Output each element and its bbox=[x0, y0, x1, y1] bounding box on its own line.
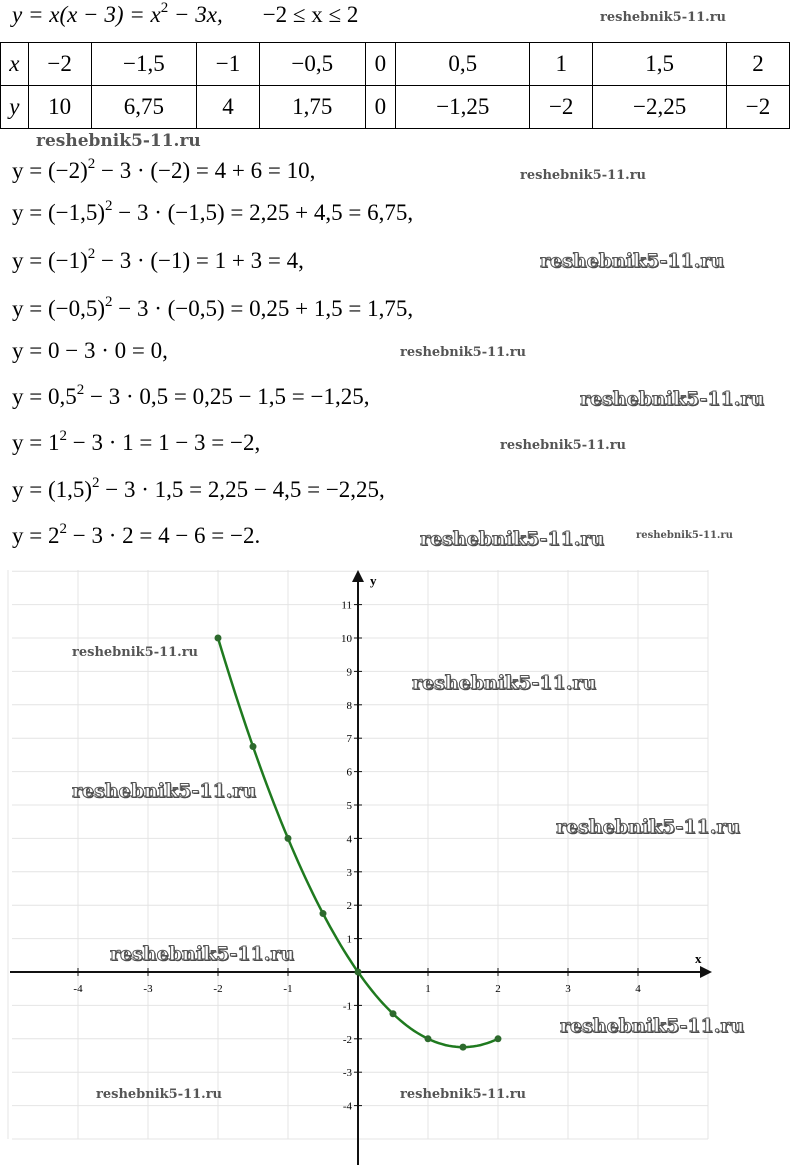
cell-x: −2 bbox=[27, 42, 92, 86]
cell-y: −2,25 bbox=[592, 85, 728, 129]
function-heading: y = x(x − 3) = x2 − 3x, −2 ≤ x ≤ 2 bbox=[12, 0, 359, 28]
watermark: reshebnik5-11.ru bbox=[500, 438, 627, 453]
y-tick-label: -1 bbox=[343, 1000, 352, 1012]
function-graph: -4 -3 -2 -1 1 2 3 4 11 10 9 8 7 6 5 4 3 2 1 -1 -2 -3 -4 x y bbox=[7, 570, 712, 1165]
x-tick-label: 3 bbox=[565, 983, 571, 995]
calc-line: y = 12 − 3 · 1 = 1 − 3 = −2, bbox=[12, 428, 261, 456]
watermark: reshebnik5-11.ru bbox=[71, 780, 257, 803]
watermark: reshebnik5-11.ru bbox=[555, 816, 741, 839]
x-tick-label: -1 bbox=[283, 983, 292, 995]
calc-line: y = 22 − 3 · 2 = 4 − 6 = −2. bbox=[12, 521, 261, 549]
x-axis-label: x bbox=[695, 951, 702, 966]
y-tick-label: 7 bbox=[347, 733, 353, 745]
y-tick-label: -4 bbox=[343, 1101, 353, 1113]
y-tick-label: 4 bbox=[347, 833, 353, 845]
data-point bbox=[459, 1043, 467, 1051]
cell-x: 0 bbox=[364, 42, 397, 86]
cell-y: 10 bbox=[27, 85, 92, 129]
watermark: reshebnik5-11.ru bbox=[400, 1087, 527, 1102]
watermark: reshebnik5-11.ru bbox=[419, 528, 605, 551]
y-tick-label: 3 bbox=[347, 867, 353, 879]
calc-line: y = (−2)2 − 3 · (−2) = 4 + 6 = 10, bbox=[12, 156, 316, 184]
x-tick-label: -2 bbox=[213, 983, 222, 995]
y-tick-label: 8 bbox=[347, 700, 353, 712]
watermark: reshebnik5-11.ru bbox=[559, 1015, 745, 1038]
data-point bbox=[354, 968, 362, 976]
calc-line: y = (−0,5)2 − 3 · (−0,5) = 0,25 + 1,5 = … bbox=[12, 294, 414, 322]
watermark: reshebnik5-11.ru bbox=[579, 388, 765, 411]
y-axis-arrow bbox=[352, 570, 364, 582]
watermark: reshebnik5-11.ru bbox=[411, 672, 597, 695]
data-point bbox=[249, 743, 257, 751]
data-point bbox=[284, 834, 292, 842]
watermark: reshebnik5-11.ru bbox=[520, 168, 647, 183]
x-tick-label: 2 bbox=[495, 983, 501, 995]
domain: −2 ≤ x ≤ 2 bbox=[262, 2, 359, 27]
data-point bbox=[494, 1035, 502, 1043]
x-tick-label: 1 bbox=[425, 983, 431, 995]
data-point bbox=[214, 634, 222, 642]
cell-y: 6,75 bbox=[90, 85, 198, 129]
y-tick-label: 11 bbox=[341, 600, 352, 612]
watermark: reshebnik5-11.ru bbox=[72, 645, 199, 660]
x-tick-label: -4 bbox=[73, 983, 83, 995]
cell-y: 1,75 bbox=[259, 85, 366, 129]
cell-y: −2 bbox=[529, 85, 594, 129]
y-axis-label: y bbox=[370, 573, 377, 588]
y-tick-label: 10 bbox=[341, 633, 353, 645]
cell-x: −0,5 bbox=[259, 42, 366, 86]
cell-x: −1 bbox=[196, 42, 260, 86]
calc-line: y = 0,52 − 3 · 0,5 = 0,25 − 1,5 = −1,25, bbox=[12, 382, 370, 410]
table-row-y: y 10 6,75 4 1,75 0 −1,25 −2 −2,25 −2 bbox=[0, 85, 790, 129]
data-point bbox=[389, 1010, 397, 1018]
y-header: y bbox=[0, 85, 29, 129]
watermark: reshebnik5-11.ru bbox=[636, 530, 733, 541]
calc-line: y = (1,5)2 − 3 · 1,5 = 2,25 − 4,5 = −2,2… bbox=[12, 475, 385, 503]
watermark: reshebnik5-11.ru bbox=[539, 250, 725, 273]
y-tick-label: -2 bbox=[343, 1034, 352, 1046]
calc-line: y = (−1,5)2 − 3 · (−1,5) = 2,25 + 4,5 = … bbox=[12, 198, 414, 226]
x-tick-label: 4 bbox=[635, 983, 641, 995]
y-tick-label: -3 bbox=[343, 1067, 353, 1079]
cell-y: 4 bbox=[196, 85, 260, 129]
value-table: x −2 −1,5 −1 −0,5 0 0,5 1 1,5 2 y 10 6,75 4 1,75 0 −1,2… bbox=[0, 42, 790, 129]
y-tick-label: 5 bbox=[347, 800, 353, 812]
x-axis-arrow bbox=[700, 966, 712, 978]
cell-y: 0 bbox=[364, 85, 397, 129]
watermark: reshebnik5-11.ru bbox=[400, 345, 527, 360]
cell-x: −1,5 bbox=[90, 42, 198, 86]
cell-x: 0,5 bbox=[395, 42, 531, 86]
watermark: reshebnik5-11.ru bbox=[109, 943, 295, 966]
watermark: reshebnik5-11.ru bbox=[600, 10, 727, 25]
x-header: x bbox=[0, 42, 29, 86]
y-tick-label: 1 bbox=[347, 934, 353, 946]
calc-line: y = (−1)2 − 3 · (−1) = 1 + 3 = 4, bbox=[12, 246, 304, 274]
cell-x: 1 bbox=[529, 42, 594, 86]
table-row-x: x −2 −1,5 −1 −0,5 0 0,5 1 1,5 2 bbox=[0, 42, 790, 86]
calc-line: y = 0 − 3 · 0 = 0, bbox=[12, 338, 168, 363]
data-point bbox=[424, 1035, 432, 1043]
y-tick-label: 6 bbox=[347, 767, 353, 779]
cell-y: −2 bbox=[726, 85, 790, 129]
y-tick-label: 2 bbox=[347, 900, 353, 912]
watermark: reshebnik5-11.ru bbox=[96, 1087, 223, 1102]
x-tick-label: -3 bbox=[143, 983, 153, 995]
data-point bbox=[319, 910, 327, 918]
y-tick-label: 9 bbox=[347, 666, 353, 678]
watermark: reshebnik5-11.ru bbox=[36, 131, 201, 151]
cell-x: 1,5 bbox=[592, 42, 728, 86]
cell-x: 2 bbox=[726, 42, 790, 86]
cell-y: −1,25 bbox=[395, 85, 531, 129]
